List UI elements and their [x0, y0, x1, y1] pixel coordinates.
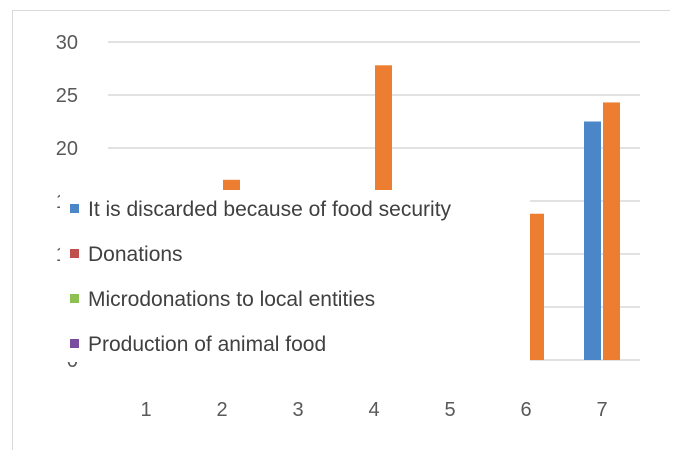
x-tick-label: 1	[140, 399, 151, 421]
bar-donations-6	[527, 213, 544, 360]
legend-label: Donations	[88, 243, 183, 266]
x-tick-label: 7	[596, 399, 607, 421]
y-tick-label: 20	[56, 138, 78, 160]
x-tick-label: 6	[520, 399, 531, 421]
legend-marker	[70, 339, 79, 348]
x-tick-label: 3	[292, 399, 303, 421]
bar-discarded-7	[584, 121, 601, 360]
legend-background	[60, 190, 530, 362]
chart-frame	[12, 10, 670, 450]
x-tick-label: 2	[216, 399, 227, 421]
y-tick-label: 30	[56, 32, 78, 54]
x-tick-label: 5	[444, 399, 455, 421]
legend-marker	[70, 204, 79, 213]
legend-marker	[70, 249, 79, 258]
legend: It is discarded because of food security…	[60, 190, 530, 362]
legend-label: It is discarded because of food security	[88, 198, 452, 221]
bar-donations-7	[603, 102, 620, 361]
legend-marker	[70, 294, 79, 303]
legend-label: Production of animal food	[88, 333, 326, 356]
y-tick-label: 25	[56, 85, 78, 107]
legend-label: Microdonations to local entities	[88, 288, 375, 311]
x-axis: 1 2 3 4 5 6 7	[140, 399, 607, 421]
x-tick-label: 4	[368, 399, 379, 421]
